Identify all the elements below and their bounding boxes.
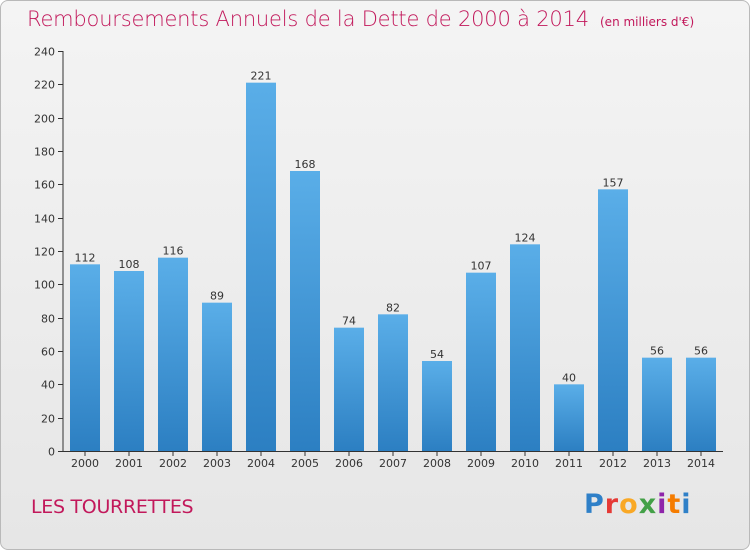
data-label-2010: 124 <box>515 231 536 244</box>
commune-name: LES TOURRETTES <box>31 496 194 518</box>
chart-unit: (en milliers d'€) <box>600 15 695 29</box>
data-label-2003: 89 <box>210 290 224 303</box>
x-tick-label: 2010 <box>511 457 539 470</box>
bar-2003 <box>202 302 232 451</box>
x-tick-label: 2003 <box>203 457 231 470</box>
bar-2002 <box>158 257 188 451</box>
logo-letter: i <box>681 489 692 520</box>
y-tick-label: 200 <box>34 113 55 126</box>
bar-2000 <box>70 264 100 451</box>
x-tick-label: 2011 <box>555 457 583 470</box>
chart-title-text: Remboursements Annuels de la Dette de 20… <box>27 7 589 31</box>
y-tick-label: 40 <box>41 379 55 392</box>
y-tick-label: 160 <box>34 179 55 192</box>
logo-letter: i <box>657 489 668 520</box>
data-label-2013: 56 <box>650 345 664 358</box>
bars <box>70 82 716 452</box>
x-axis: 2000 2001 2002 2003 2004 2005 2006 2007 2008 2009… <box>63 451 723 470</box>
bar-2009 <box>466 272 496 451</box>
x-tick-label: 2001 <box>115 457 143 470</box>
logo-letter: t <box>667 489 682 520</box>
bar-2004 <box>246 82 276 452</box>
y-tick-label: 100 <box>34 279 55 292</box>
data-label-2012: 157 <box>603 176 624 189</box>
data-label-2007: 82 <box>386 301 400 314</box>
y-tick-label: 140 <box>34 213 55 226</box>
bar-2007 <box>378 314 408 451</box>
y-tick-label: 0 <box>48 446 55 459</box>
y-tick-label: 180 <box>34 146 55 159</box>
data-label-2002: 116 <box>163 245 184 258</box>
data-label-2000: 112 <box>75 251 96 264</box>
x-tick-label: 2002 <box>159 457 187 470</box>
logo-letter: o <box>619 489 639 520</box>
bar-2005 <box>290 171 320 451</box>
chart-title: Remboursements Annuels de la Dette de 20… <box>27 7 694 31</box>
bar-2011 <box>554 384 584 451</box>
x-tick-label: 2014 <box>687 457 715 470</box>
y-axis: 0 20 40 60 80 100 120 140 160 180 200 220 240 <box>34 46 64 459</box>
data-label-2005: 168 <box>295 158 316 171</box>
data-labels: 112 108 116 89 221 168 74 82 54 107 124 40 157 56 56 <box>75 70 709 385</box>
bar-2012 <box>598 189 628 452</box>
bar-2008 <box>422 361 452 451</box>
bar-2006 <box>334 327 364 451</box>
data-label-2006: 74 <box>342 315 356 328</box>
bar-2013 <box>642 357 672 451</box>
y-tick-label: 220 <box>34 79 55 92</box>
x-tick-label: 2008 <box>423 457 451 470</box>
logo-letter: r <box>604 489 620 520</box>
y-tick-label: 120 <box>34 246 55 259</box>
data-label-2011: 40 <box>562 371 576 384</box>
y-tick-label: 80 <box>41 313 55 326</box>
x-tick-label: 2009 <box>467 457 495 470</box>
x-tick-label: 2005 <box>291 457 319 470</box>
x-tick-label: 2012 <box>599 457 627 470</box>
bar-2014 <box>686 357 716 451</box>
y-tick-label: 20 <box>41 413 55 426</box>
x-tick-label: 2006 <box>335 457 363 470</box>
bar-2010 <box>510 244 540 451</box>
bar-2001 <box>114 271 144 451</box>
logo-letter: x <box>638 489 658 520</box>
x-tick-label: 2013 <box>643 457 671 470</box>
x-tick-label: 2004 <box>247 457 275 470</box>
data-label-2014: 56 <box>694 345 708 358</box>
x-tick-label: 2000 <box>71 457 99 470</box>
data-label-2009: 107 <box>471 260 492 273</box>
y-tick-label: 240 <box>34 46 55 59</box>
y-tick-label: 60 <box>41 346 55 359</box>
data-label-2008: 54 <box>430 348 444 361</box>
logo-letter: P <box>584 489 605 520</box>
x-tick-label: 2007 <box>379 457 407 470</box>
proxiti-logo[interactable]: Proxiti <box>584 489 692 520</box>
data-label-2001: 108 <box>119 258 140 271</box>
data-label-2004: 221 <box>251 70 272 83</box>
